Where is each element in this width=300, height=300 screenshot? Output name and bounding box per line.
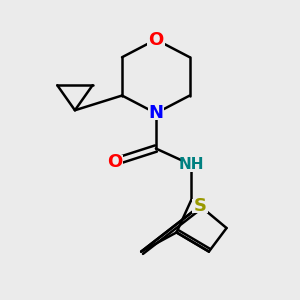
FancyBboxPatch shape	[192, 199, 208, 213]
Text: O: O	[148, 31, 164, 49]
FancyBboxPatch shape	[148, 106, 164, 120]
Text: NH: NH	[178, 157, 204, 172]
Text: S: S	[194, 197, 207, 215]
FancyBboxPatch shape	[147, 32, 165, 47]
Text: O: O	[107, 153, 122, 171]
Text: N: N	[148, 104, 164, 122]
FancyBboxPatch shape	[181, 158, 202, 172]
FancyBboxPatch shape	[106, 155, 123, 169]
